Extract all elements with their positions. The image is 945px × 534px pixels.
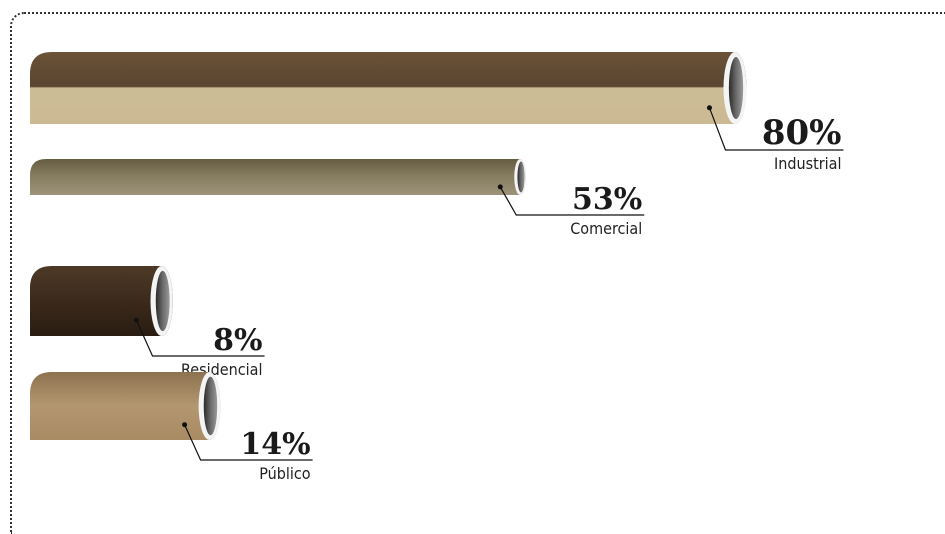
category-label-industrial: Industrial bbox=[774, 154, 842, 173]
pipe-bar-chart: 80%Industrial53%Comercial8%Residencial14… bbox=[30, 52, 844, 483]
value-label-comercial: 53% bbox=[572, 182, 642, 217]
category-label-comercial: Comercial bbox=[570, 219, 642, 238]
bar-publico bbox=[30, 372, 221, 440]
bar-comercial-opening bbox=[517, 161, 525, 193]
leader-line-residencial bbox=[135, 320, 265, 357]
bar-industrial bbox=[30, 52, 747, 124]
bar-comercial bbox=[30, 159, 526, 195]
value-label-publico: 14% bbox=[240, 427, 310, 462]
category-label-publico: Público bbox=[259, 464, 311, 483]
value-label-industrial: 80% bbox=[762, 113, 842, 153]
leader-line-comercial bbox=[499, 186, 645, 216]
leader-line-industrial bbox=[708, 107, 844, 151]
chart-border bbox=[10, 12, 945, 534]
bar-industrial-opening bbox=[728, 57, 744, 119]
bar-publico-opening bbox=[203, 376, 218, 436]
value-label-residencial: 8% bbox=[213, 323, 262, 358]
leader-line-publico bbox=[184, 424, 313, 461]
bar-residencial-opening bbox=[155, 270, 170, 332]
